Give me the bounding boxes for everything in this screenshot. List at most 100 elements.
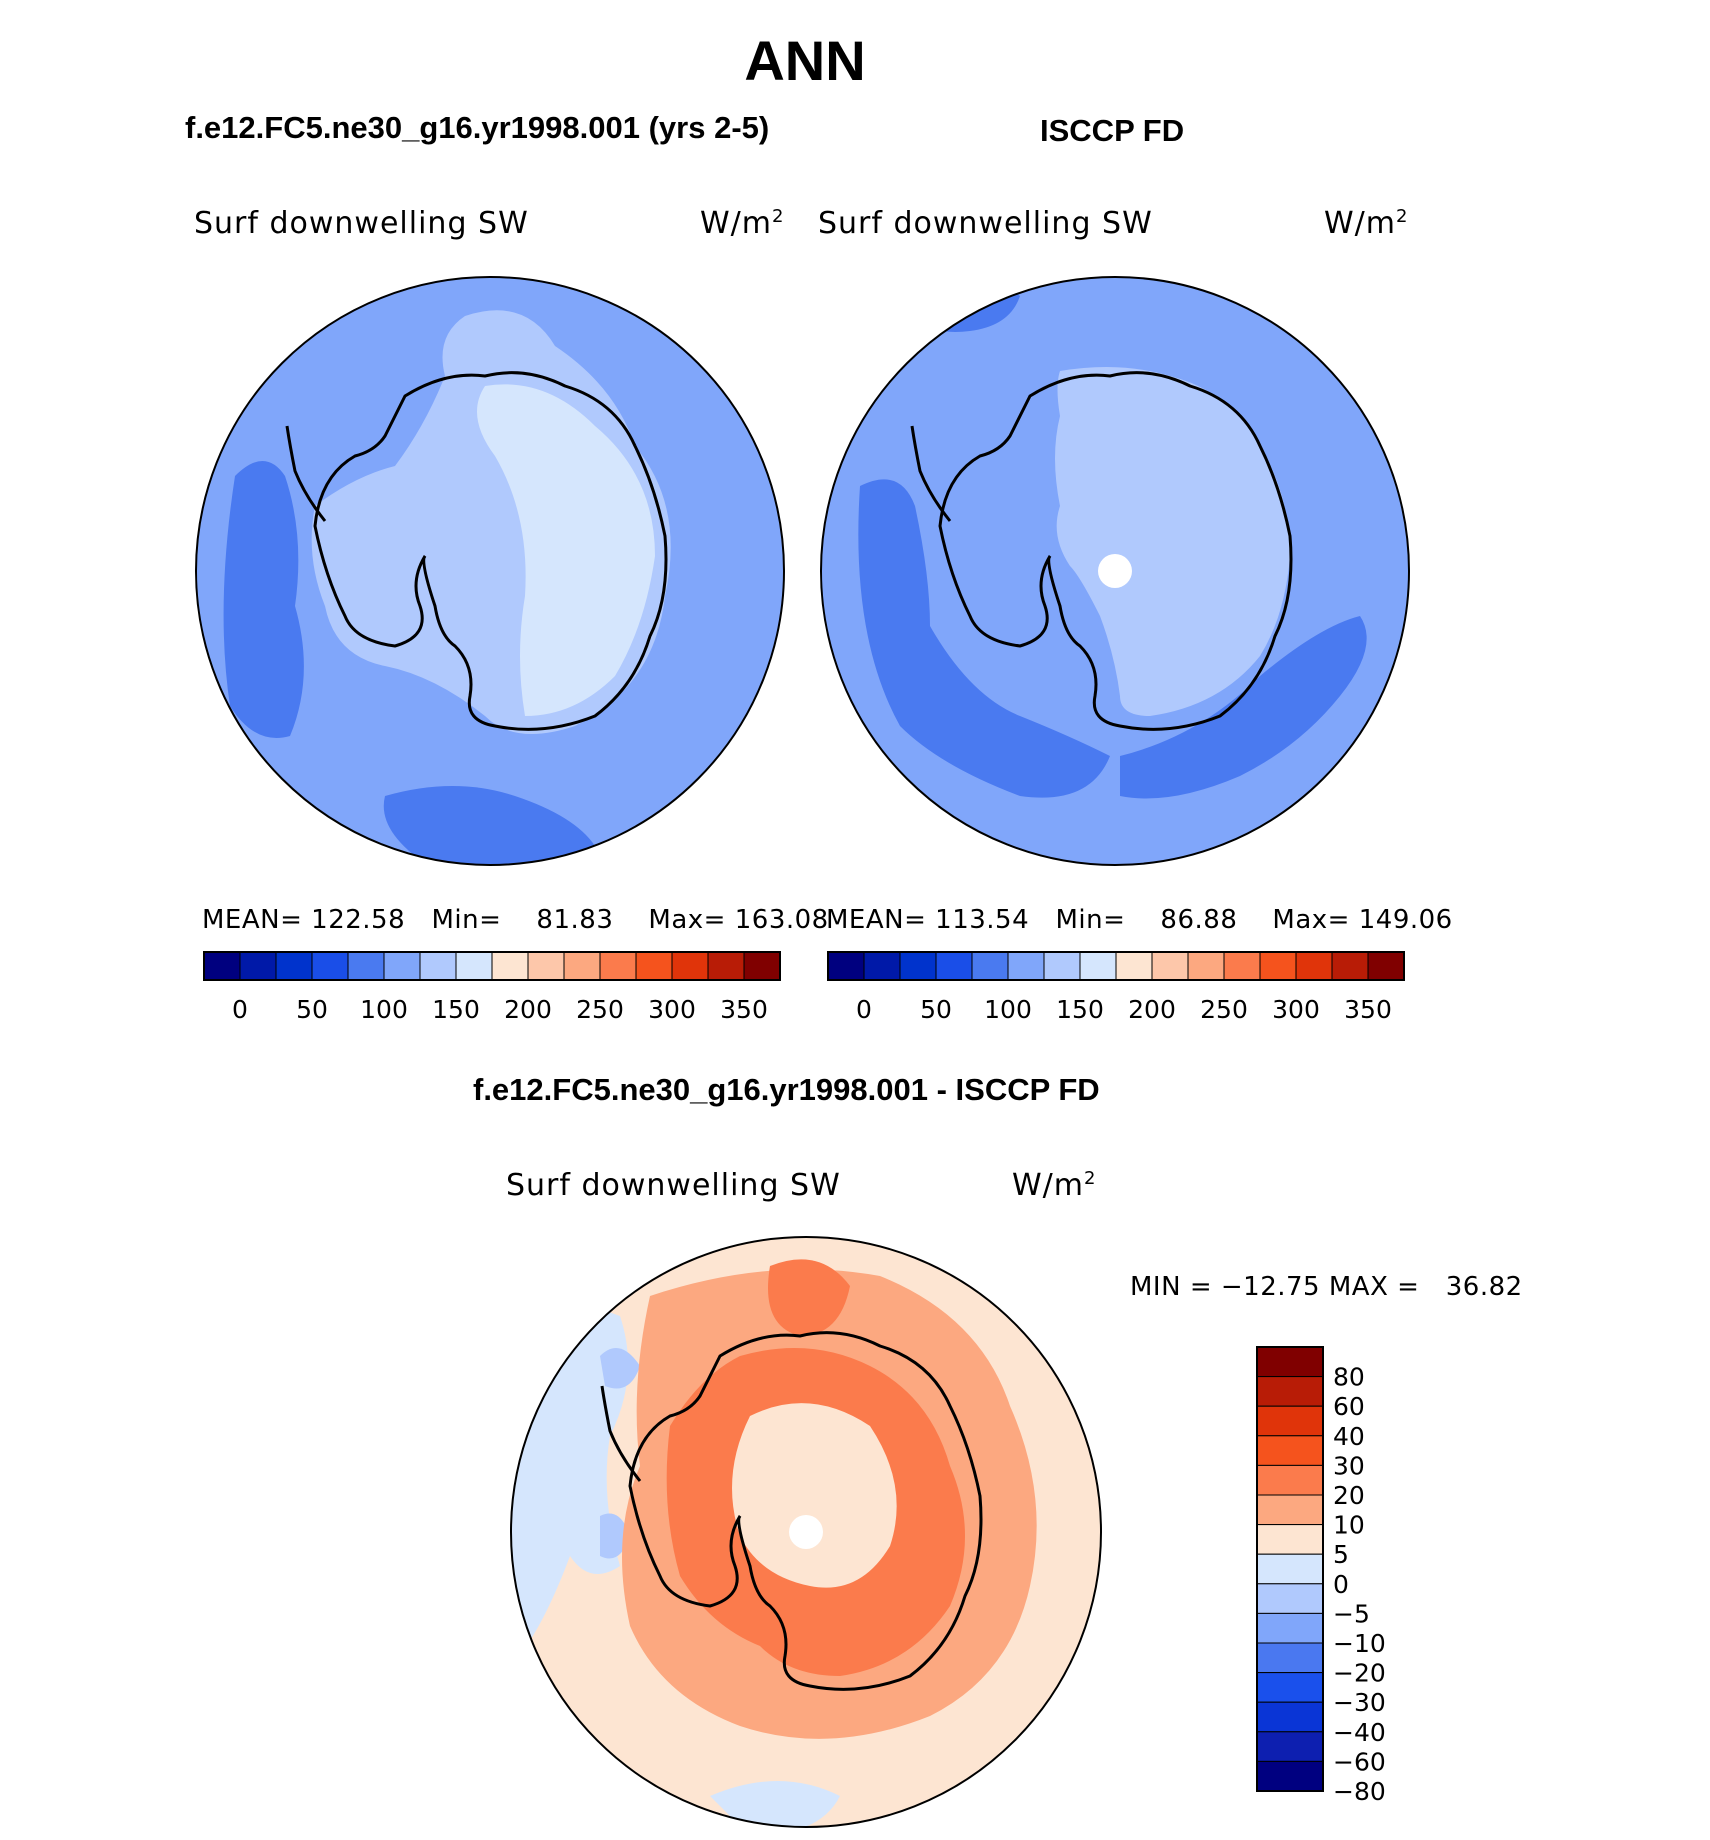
- right-units: W/m: [1324, 206, 1396, 241]
- left-colorbar-swatch: [527, 951, 565, 981]
- diff-variable-label: Surf downwelling SW: [506, 1168, 841, 1203]
- right-colorbar-swatch: [827, 951, 865, 981]
- diff-max-value: 36.82: [1445, 1272, 1523, 1302]
- right-colorbar-tick-label: 350: [1344, 995, 1392, 1024]
- diff-colorbar-tick-label: 0: [1333, 1570, 1349, 1599]
- diff-colorbar-tick-label: 60: [1333, 1392, 1365, 1421]
- diff-colorbar-tick-label: −30: [1333, 1688, 1386, 1717]
- diff-min-label: MIN =: [1130, 1272, 1213, 1302]
- left-colorbar-swatch: [383, 951, 421, 981]
- diff-max-label: MAX =: [1328, 1272, 1420, 1302]
- diff-colorbar-tick-label: −40: [1333, 1718, 1386, 1747]
- left-peninsula: [285, 425, 327, 522]
- left-band-west: [223, 461, 304, 738]
- right-colorbar-swatch: [971, 951, 1009, 981]
- diff-map-border: [510, 1236, 1102, 1828]
- diff-high-north: [768, 1259, 850, 1336]
- left-colorbar-tick-label: 50: [296, 995, 328, 1024]
- left-units-sup: 2: [772, 206, 785, 227]
- left-min-label: Min=: [431, 905, 502, 935]
- diff-colorbar-tick-label: 30: [1333, 1451, 1365, 1480]
- right-colorbar-tick-label: 150: [1056, 995, 1104, 1024]
- diff-colorbar-swatch: [1256, 1553, 1324, 1585]
- left-colorbar-tick-label: 200: [504, 995, 552, 1024]
- left-colorbar-swatch: [311, 951, 349, 981]
- diff-colorbar-tick-label: 20: [1333, 1481, 1365, 1510]
- right-colorbar-tick-label: 300: [1272, 995, 1320, 1024]
- left-units: W/m: [700, 206, 772, 241]
- left-colorbar-swatch: [203, 951, 241, 981]
- diff-colorbar-swatch: [1256, 1464, 1324, 1496]
- left-colorbar-swatch: [275, 951, 313, 981]
- diff-colorbar-swatch: [1256, 1494, 1324, 1526]
- right-colorbar-swatch: [1223, 951, 1261, 981]
- left-band-south: [383, 786, 595, 865]
- left-colorbar-frame: [203, 951, 781, 981]
- diff-colorbar-tick-label: −5: [1333, 1599, 1370, 1628]
- right-ice: [1055, 367, 1290, 716]
- left-colorbar-tick-label: 150: [432, 995, 480, 1024]
- diff-colorbar-swatch: [1256, 1642, 1324, 1674]
- diff-units-sup: 2: [1084, 1168, 1097, 1189]
- diff-colorbar-swatch: [1256, 1376, 1324, 1407]
- right-colorbar-tick-label: 50: [920, 995, 952, 1024]
- right-colorbar-tick-label: 0: [856, 995, 872, 1024]
- right-colorbar-swatch: [1043, 951, 1081, 981]
- right-min-label: Min=: [1055, 905, 1126, 935]
- diff-colorbar-swatch: [1256, 1672, 1324, 1703]
- page-title: ANN: [744, 29, 866, 92]
- right-mean-label: MEAN=: [826, 905, 927, 935]
- left-colorbar-swatch: [671, 951, 709, 981]
- right-colorbar: 0 50 100 150 200 250 300 350: [827, 951, 1405, 1024]
- right-colorbar-swatch: [899, 951, 937, 981]
- left-colorbar-tick-label: 0: [232, 995, 248, 1024]
- diff-core: [732, 1403, 897, 1588]
- right-colorbar-swatch: [1007, 951, 1045, 981]
- diff-coastline: [628, 1331, 983, 1691]
- left-colorbar-swatch: [491, 951, 529, 981]
- right-max-label: Max=: [1272, 905, 1350, 935]
- diff-colorbar-swatch: [1256, 1583, 1324, 1614]
- right-colorbar-swatch: [1331, 951, 1369, 981]
- right-colorbar-swatch: [935, 951, 973, 981]
- left-polar-map: [195, 276, 785, 866]
- right-min-value: 86.88: [1160, 905, 1238, 935]
- left-colorbar-tick-label: 350: [720, 995, 768, 1024]
- diff-minmax: MIN = −12.75 MAX = 36.82: [1130, 1272, 1523, 1302]
- right-units-sup: 2: [1396, 206, 1409, 227]
- left-colorbar-swatch: [419, 951, 457, 981]
- diff-colorbar-tick-label: 80: [1333, 1363, 1365, 1392]
- left-panel-header: f.e12.FC5.ne30_g16.yr1998.001 (yrs 2-5): [185, 110, 770, 145]
- left-colorbar-tick-label: 100: [360, 995, 408, 1024]
- right-variable-label: Surf downwelling SW: [818, 206, 1153, 241]
- left-max-label: Max=: [648, 905, 726, 935]
- diff-colorbar-tick-label: 40: [1333, 1422, 1365, 1451]
- left-colorbar-swatch: [563, 951, 601, 981]
- diff-peninsula: [600, 1385, 642, 1482]
- diff-pole-hole: [789, 1515, 823, 1549]
- diff-min-value: −12.75: [1220, 1272, 1321, 1302]
- right-colorbar-swatch: [1367, 951, 1405, 981]
- diff-negative-patch-1: [600, 1348, 640, 1389]
- right-band-east: [1120, 616, 1367, 799]
- left-ice-core: [477, 384, 655, 716]
- right-colorbar-swatch: [1079, 951, 1117, 981]
- diff-colorbar-tick-label: −20: [1333, 1659, 1386, 1688]
- left-units-label: W/m2: [700, 206, 784, 241]
- left-colorbar-swatch: [239, 951, 277, 981]
- left-colorbar-swatch: [347, 951, 385, 981]
- diff-colorbar-tick-label: −10: [1333, 1629, 1386, 1658]
- right-colorbar-tick-label: 200: [1128, 995, 1176, 1024]
- left-coastline: [313, 371, 668, 731]
- diff-units-label: W/m2: [1012, 1168, 1096, 1203]
- diff-colorbar-swatch: [1256, 1701, 1324, 1733]
- right-colorbar-tick-label: 250: [1200, 995, 1248, 1024]
- diff-colorbar-swatch: [1256, 1612, 1324, 1644]
- right-polar-map: [820, 276, 1410, 866]
- left-colorbar-swatch: [455, 951, 493, 981]
- left-mean-value: 122.58: [311, 905, 406, 935]
- right-colorbar-swatch: [1295, 951, 1333, 981]
- diff-colorbar-swatch: [1256, 1731, 1324, 1762]
- right-panel-header: ISCCP FD: [1040, 113, 1185, 148]
